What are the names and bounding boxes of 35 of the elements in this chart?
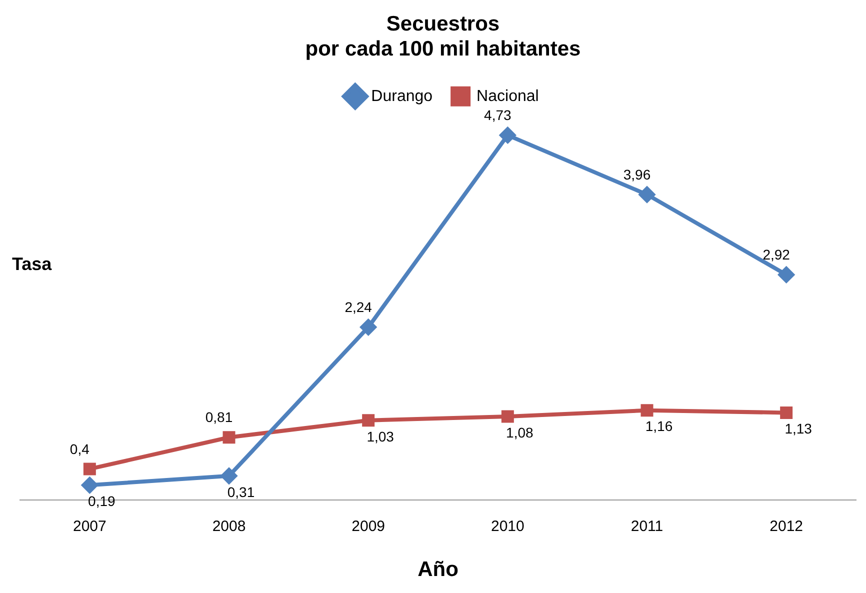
x-tick-label: 2010 [490, 518, 524, 535]
x-tick-label: 2007 [72, 518, 106, 535]
data-label: 1,13 [784, 420, 812, 437]
legend-label: Nacional [476, 88, 539, 105]
point [501, 410, 514, 423]
point [639, 186, 655, 203]
x-tick-label: 2011 [630, 518, 664, 535]
x-axis-title: Año [418, 558, 458, 582]
data-label: 2,24 [344, 299, 372, 315]
data-label: 0,19 [88, 493, 116, 510]
data-label: 2,92 [762, 246, 790, 263]
point [82, 477, 98, 494]
point [222, 431, 236, 444]
data-label: 1,03 [366, 428, 394, 444]
data-label: 0,4 [70, 440, 90, 457]
point [780, 406, 793, 419]
point [83, 462, 96, 476]
point [500, 127, 516, 144]
x-tick-label: 2009 [352, 518, 386, 535]
data-label: 1,08 [506, 424, 534, 440]
point [362, 414, 375, 427]
x-tick-label: 2008 [212, 518, 246, 535]
chart-title: Secuestros por cada 100 mil habitantes [305, 12, 581, 61]
point [640, 404, 654, 417]
point [221, 468, 237, 484]
data-label: 0,31 [227, 484, 255, 500]
y-axis-title: Tasa [12, 254, 53, 274]
point [360, 319, 376, 336]
point [778, 266, 794, 283]
data-label: 3,96 [623, 166, 651, 182]
data-label: 0,81 [205, 409, 233, 426]
x-tick-label: 2012 [770, 518, 804, 535]
data-label: 4,73 [484, 107, 512, 124]
data-label: 1,16 [645, 418, 673, 434]
legend-label: Durango [371, 88, 433, 105]
